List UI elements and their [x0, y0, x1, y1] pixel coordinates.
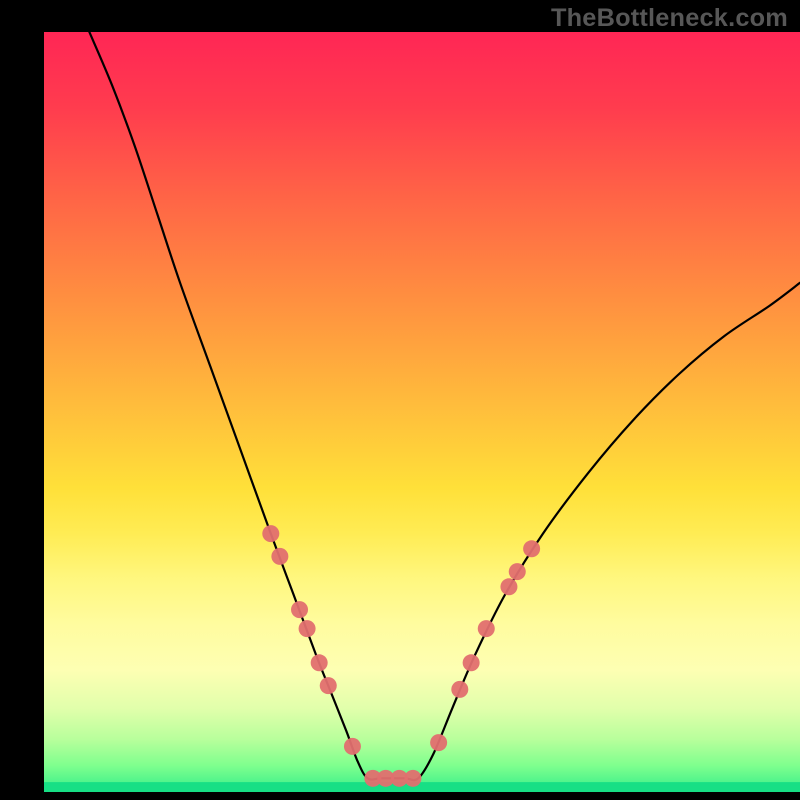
data-marker — [271, 548, 288, 565]
data-marker — [500, 578, 517, 595]
data-marker — [404, 770, 421, 787]
chart-bottom-band — [44, 782, 800, 792]
data-marker — [509, 563, 526, 580]
data-marker — [311, 654, 328, 671]
data-marker — [430, 734, 447, 751]
data-marker — [463, 654, 480, 671]
data-marker — [523, 540, 540, 557]
data-marker — [299, 620, 316, 637]
data-marker — [262, 525, 279, 542]
data-marker — [291, 601, 308, 618]
bottleneck-curve-chart — [44, 32, 800, 792]
data-marker — [320, 677, 337, 694]
data-marker — [478, 620, 495, 637]
frame: TheBottleneck.com — [0, 0, 800, 800]
data-marker — [344, 738, 361, 755]
chart-background — [44, 32, 800, 792]
plot-area — [44, 32, 800, 792]
data-marker — [451, 681, 468, 698]
watermark-text: TheBottleneck.com — [551, 4, 788, 33]
